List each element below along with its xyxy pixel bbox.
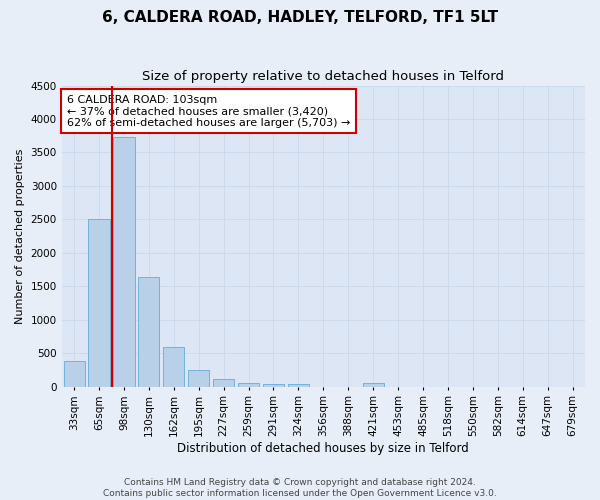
Bar <box>138 277 160 386</box>
Bar <box>88 218 110 386</box>
Bar <box>263 384 284 386</box>
Bar <box>64 362 85 386</box>
Text: 6 CALDERA ROAD: 103sqm
← 37% of detached houses are smaller (3,420)
62% of semi-: 6 CALDERA ROAD: 103sqm ← 37% of detached… <box>67 94 350 128</box>
X-axis label: Distribution of detached houses by size in Telford: Distribution of detached houses by size … <box>178 442 469 455</box>
Y-axis label: Number of detached properties: Number of detached properties <box>15 148 25 324</box>
Title: Size of property relative to detached houses in Telford: Size of property relative to detached ho… <box>142 70 505 83</box>
Bar <box>113 137 134 386</box>
Text: Contains HM Land Registry data © Crown copyright and database right 2024.
Contai: Contains HM Land Registry data © Crown c… <box>103 478 497 498</box>
Bar <box>238 382 259 386</box>
Bar <box>188 370 209 386</box>
Bar <box>163 346 184 387</box>
Text: 6, CALDERA ROAD, HADLEY, TELFORD, TF1 5LT: 6, CALDERA ROAD, HADLEY, TELFORD, TF1 5L… <box>102 10 498 25</box>
Bar <box>288 384 309 386</box>
Bar <box>213 380 234 386</box>
Bar <box>362 382 384 386</box>
